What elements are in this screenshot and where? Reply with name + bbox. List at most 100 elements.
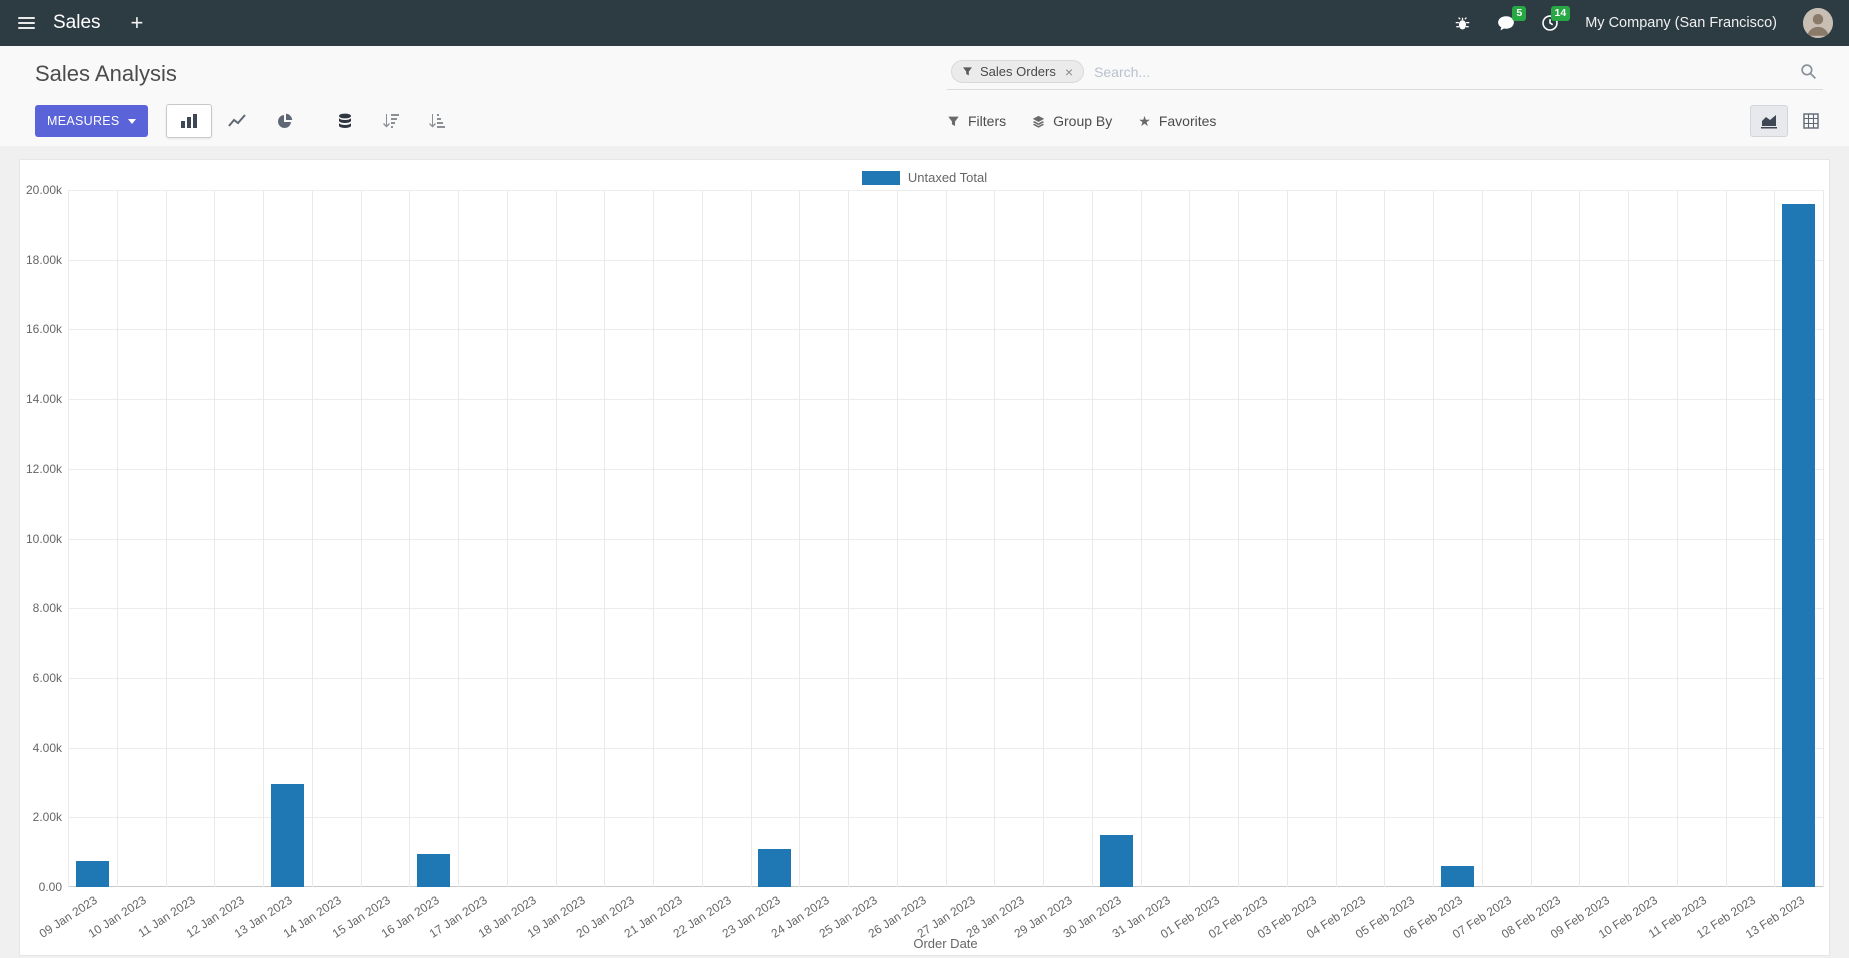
control-panel: Sales Analysis Sales Orders × MEASURES [0, 46, 1849, 146]
v-gridline [1092, 190, 1093, 887]
filters-button[interactable]: Filters [947, 113, 1006, 129]
group-by-button[interactable]: Group By [1032, 113, 1112, 129]
h-gridline [68, 608, 1823, 609]
v-gridline [312, 190, 313, 887]
favorites-label: Favorites [1158, 113, 1217, 129]
apps-menu-icon[interactable] [16, 13, 37, 33]
bar-13-feb-2023[interactable] [1782, 204, 1815, 887]
stacked-database-icon [338, 113, 351, 128]
v-gridline [848, 190, 849, 887]
debug-bug-icon[interactable] [1454, 15, 1471, 32]
v-gridline [751, 190, 752, 887]
v-gridline [263, 190, 264, 887]
graph-view-button[interactable] [1750, 105, 1788, 137]
messages-icon[interactable]: 5 [1497, 6, 1527, 32]
v-gridline [1579, 190, 1580, 887]
v-gridline [1677, 190, 1678, 887]
measures-button[interactable]: MEASURES [35, 105, 148, 137]
pivot-view-button[interactable] [1792, 105, 1830, 137]
y-tick-label: 16.00k [25, 322, 62, 336]
search-facet-label: Sales Orders [980, 64, 1056, 79]
search-icon[interactable] [1800, 63, 1817, 80]
v-gridline [702, 190, 703, 887]
bar-13-jan-2023[interactable] [271, 784, 304, 887]
v-gridline [1531, 190, 1532, 887]
v-gridline [604, 190, 605, 887]
v-gridline [458, 190, 459, 887]
v-gridline [946, 190, 947, 887]
app-title[interactable]: Sales [53, 12, 101, 33]
chart-legend[interactable]: Untaxed Total [20, 170, 1829, 185]
search-facet-sales-orders[interactable]: Sales Orders × [951, 60, 1085, 83]
user-avatar[interactable] [1803, 8, 1833, 38]
v-gridline [1628, 190, 1629, 887]
h-gridline [68, 469, 1823, 470]
v-gridline [1287, 190, 1288, 887]
company-switcher[interactable]: My Company (San Francisco) [1585, 15, 1777, 31]
bar-23-jan-2023[interactable] [758, 849, 791, 887]
bar-09-jan-2023[interactable] [76, 861, 109, 887]
line-chart-icon [227, 114, 246, 127]
sort-ascending-icon [428, 114, 445, 128]
v-gridline [214, 190, 215, 887]
view-switcher [1750, 105, 1830, 137]
v-gridline [409, 190, 410, 887]
v-gridline [166, 190, 167, 887]
v-gridline [1823, 190, 1824, 887]
graph-view-card: Untaxed Total 0.00 2.00k 4.00k 6.00k 8.00k 10… [19, 159, 1830, 956]
h-gridline [68, 539, 1823, 540]
bar-30-jan-2023[interactable] [1100, 835, 1133, 887]
facet-remove-icon[interactable]: × [1064, 63, 1074, 80]
activities-badge: 14 [1550, 6, 1571, 21]
chart-plot-area: 0.00 2.00k 4.00k 6.00k 8.00k 10.00k 12.00k 14.0… [26, 183, 1824, 941]
filters-label: Filters [968, 113, 1007, 129]
v-gridline [994, 190, 995, 887]
content-area: Untaxed Total 0.00 2.00k 4.00k 6.00k 8.00k 10… [0, 146, 1849, 958]
h-gridline [68, 329, 1823, 330]
h-gridline [68, 399, 1823, 400]
line-chart-button[interactable] [214, 104, 260, 138]
v-gridline [1726, 190, 1727, 887]
y-tick-label: 18.00k [25, 253, 62, 267]
v-gridline [897, 190, 898, 887]
chart-type-switcher [165, 104, 308, 138]
stacked-toggle-button[interactable] [322, 104, 368, 138]
search-input[interactable] [1092, 62, 1792, 81]
favorites-star-icon: ★ [1138, 113, 1151, 129]
h-gridline [68, 748, 1823, 749]
sort-ascending-button[interactable] [414, 104, 460, 138]
activities-clock-icon[interactable]: 14 [1541, 6, 1571, 32]
favorites-button[interactable]: ★ Favorites [1138, 113, 1216, 129]
pie-chart-button[interactable] [262, 104, 308, 138]
page-title: Sales Analysis [35, 61, 177, 86]
plus-icon[interactable]: + [130, 10, 144, 35]
pie-chart-icon [277, 113, 292, 128]
y-tick-label: 12.00k [25, 462, 62, 476]
h-gridline [68, 817, 1823, 818]
messages-badge: 5 [1512, 6, 1527, 21]
y-tick-label: 0.00 [38, 880, 62, 894]
bar-chart-button[interactable] [165, 104, 212, 138]
v-gridline [1141, 190, 1142, 887]
sort-descending-button[interactable] [368, 104, 414, 138]
sort-descending-icon [382, 114, 399, 128]
caret-down-icon [127, 118, 136, 124]
h-gridline [68, 260, 1823, 261]
v-gridline [361, 190, 362, 887]
search-bar[interactable]: Sales Orders × [947, 58, 1823, 90]
v-gridline [68, 190, 69, 887]
y-tick-label: 4.00k [32, 741, 62, 755]
search-options: Filters Group By ★ Favorites [947, 113, 1216, 129]
bar-16-jan-2023[interactable] [417, 854, 450, 887]
v-gridline [117, 190, 118, 887]
filters-funnel-icon [948, 116, 959, 126]
x-axis-title: Order Date [913, 936, 978, 951]
v-gridline [1189, 190, 1190, 887]
y-tick-label: 2.00k [32, 810, 62, 824]
bar-chart-icon [180, 114, 197, 128]
filter-facet-icon [963, 67, 972, 76]
group-by-label: Group By [1053, 113, 1113, 129]
bar-06-feb-2023[interactable] [1441, 866, 1474, 887]
v-gridline [1433, 190, 1434, 887]
legend-label: Untaxed Total [907, 170, 988, 185]
